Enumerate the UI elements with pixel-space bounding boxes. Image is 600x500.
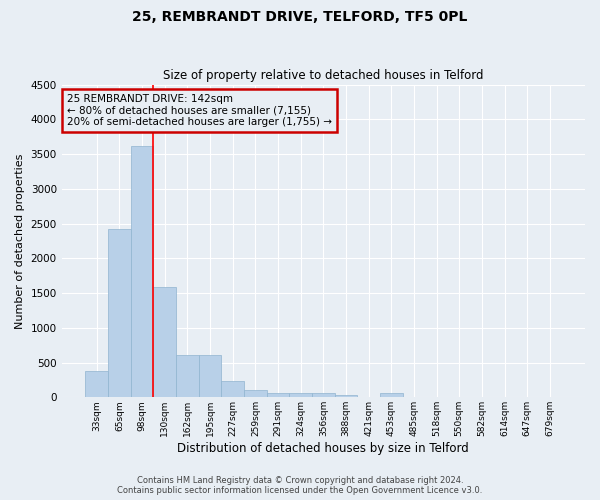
Bar bbox=[266, 393, 289, 398]
Bar bbox=[85, 371, 108, 398]
Bar bbox=[176, 355, 199, 398]
Bar bbox=[380, 394, 403, 398]
Bar bbox=[312, 394, 335, 398]
Text: 25 REMBRANDT DRIVE: 142sqm
← 80% of detached houses are smaller (7,155)
20% of s: 25 REMBRANDT DRIVE: 142sqm ← 80% of deta… bbox=[67, 94, 332, 127]
Bar bbox=[244, 390, 266, 398]
Bar bbox=[335, 394, 358, 398]
Bar bbox=[221, 382, 244, 398]
X-axis label: Distribution of detached houses by size in Telford: Distribution of detached houses by size … bbox=[178, 442, 469, 455]
Bar bbox=[108, 229, 131, 398]
Bar bbox=[131, 146, 154, 398]
Bar bbox=[289, 394, 312, 398]
Y-axis label: Number of detached properties: Number of detached properties bbox=[15, 153, 25, 328]
Title: Size of property relative to detached houses in Telford: Size of property relative to detached ho… bbox=[163, 69, 484, 82]
Text: Contains HM Land Registry data © Crown copyright and database right 2024.
Contai: Contains HM Land Registry data © Crown c… bbox=[118, 476, 482, 495]
Bar bbox=[154, 288, 176, 398]
Text: 25, REMBRANDT DRIVE, TELFORD, TF5 0PL: 25, REMBRANDT DRIVE, TELFORD, TF5 0PL bbox=[133, 10, 467, 24]
Bar bbox=[199, 355, 221, 398]
